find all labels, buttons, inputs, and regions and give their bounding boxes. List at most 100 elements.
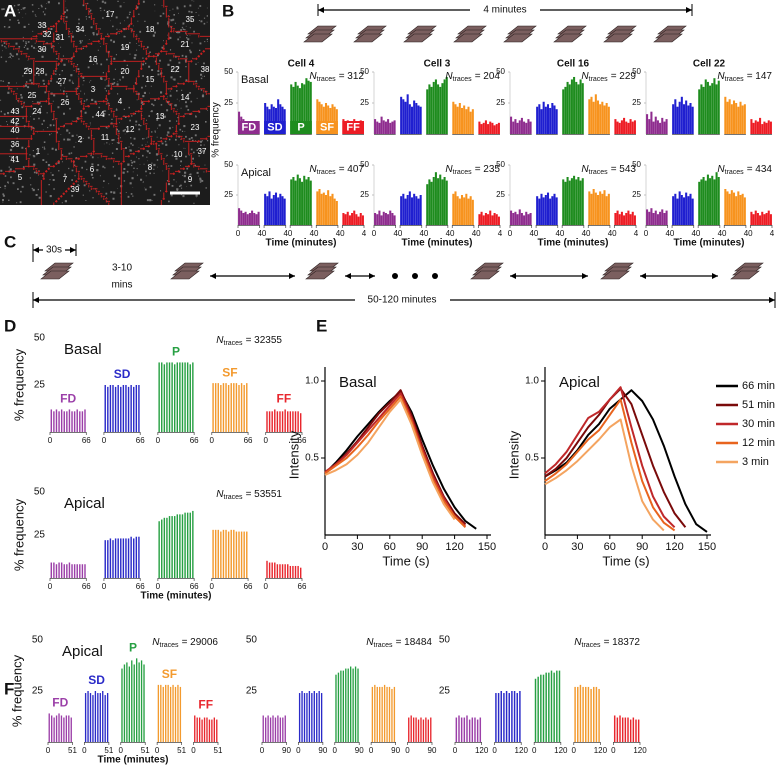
bar — [463, 105, 466, 134]
bar — [179, 362, 181, 432]
cell-label: 33 — [38, 21, 47, 30]
bar — [469, 196, 472, 225]
bar — [127, 538, 130, 578]
y-tick-label: 1.0 — [525, 376, 539, 387]
bar — [763, 121, 766, 134]
n-subscript: traces — [160, 642, 180, 649]
bar — [623, 117, 626, 134]
bar — [706, 174, 709, 225]
bar — [739, 195, 742, 225]
bar — [443, 177, 446, 225]
x-tick-label: 0 — [405, 746, 410, 755]
bar — [374, 119, 377, 134]
x-tick-label: 4 — [608, 229, 613, 238]
x-tick-label: 0 — [155, 746, 160, 755]
bar — [176, 362, 179, 432]
cell-label: 20 — [121, 67, 130, 76]
bar — [63, 717, 65, 742]
bar — [430, 717, 432, 742]
bar — [292, 411, 294, 432]
cell-label: 36 — [11, 140, 20, 149]
bar — [264, 717, 267, 742]
bar — [513, 691, 516, 742]
bar — [454, 104, 457, 134]
x-tick-label: 4 — [634, 229, 639, 238]
bar — [268, 411, 271, 432]
bar — [117, 385, 119, 432]
bar — [434, 79, 437, 134]
bar — [383, 684, 386, 742]
bar — [466, 715, 468, 742]
bar — [437, 178, 440, 225]
bar — [289, 565, 292, 578]
x-tick-label: 66 — [190, 582, 199, 591]
n-subscript: traces — [317, 169, 337, 176]
bar — [726, 191, 729, 225]
bar — [384, 121, 387, 134]
bar — [648, 211, 651, 225]
image-stack — [40, 270, 70, 280]
x-tick-label: 0 — [644, 229, 649, 238]
bar — [84, 564, 86, 578]
bar — [238, 208, 241, 225]
y-tick-label: 50 — [246, 635, 258, 646]
bar — [704, 79, 707, 134]
x-tick-label: 4 — [472, 229, 477, 238]
group-label-bg — [264, 121, 286, 134]
bar — [282, 717, 284, 742]
bar — [97, 693, 99, 742]
bar — [391, 121, 394, 134]
x-tick-label: 0 — [572, 746, 577, 755]
bar — [66, 411, 68, 432]
bar — [222, 529, 225, 578]
micrograph — [0, 0, 210, 205]
bar — [379, 686, 381, 742]
bar — [732, 100, 736, 134]
bar — [206, 717, 208, 742]
bar — [529, 213, 532, 225]
bar — [274, 409, 276, 432]
x-tick-label: 0 — [263, 436, 268, 445]
bar — [133, 664, 135, 742]
bar — [529, 121, 532, 134]
bar — [281, 564, 284, 578]
bar — [549, 107, 552, 134]
bar — [691, 198, 694, 225]
bar — [476, 719, 479, 742]
bar — [765, 122, 768, 134]
bar — [68, 562, 71, 578]
bar — [482, 122, 485, 134]
n-subscript: traces — [725, 169, 745, 176]
n-symbol: N — [445, 164, 453, 175]
panel-label: A — [4, 1, 16, 20]
bar — [298, 178, 301, 225]
bar — [425, 717, 427, 742]
bar — [493, 213, 496, 225]
bar — [274, 107, 278, 134]
bar — [538, 198, 541, 225]
bar — [242, 213, 245, 225]
bar — [646, 114, 649, 134]
bar — [184, 512, 186, 578]
x-tick-label: 90 — [355, 746, 364, 755]
x-axis-label: Time (minutes) — [538, 238, 609, 249]
legend-label: 30 min — [742, 418, 775, 430]
bar — [243, 385, 245, 432]
bar — [566, 177, 569, 225]
bar — [246, 383, 248, 432]
bar — [730, 190, 733, 225]
bar — [211, 719, 213, 742]
bar — [406, 195, 409, 225]
y-tick-label: 25 — [360, 98, 369, 107]
bar — [217, 383, 219, 432]
bar — [474, 717, 476, 742]
bar — [581, 178, 584, 225]
bar — [516, 693, 518, 742]
bar — [523, 215, 526, 225]
x-tick-label: 0 — [48, 582, 53, 591]
x-tick-label: 0 — [424, 229, 429, 238]
bar — [711, 83, 714, 134]
bar — [631, 211, 634, 225]
bar — [726, 101, 729, 134]
bar — [53, 717, 55, 742]
